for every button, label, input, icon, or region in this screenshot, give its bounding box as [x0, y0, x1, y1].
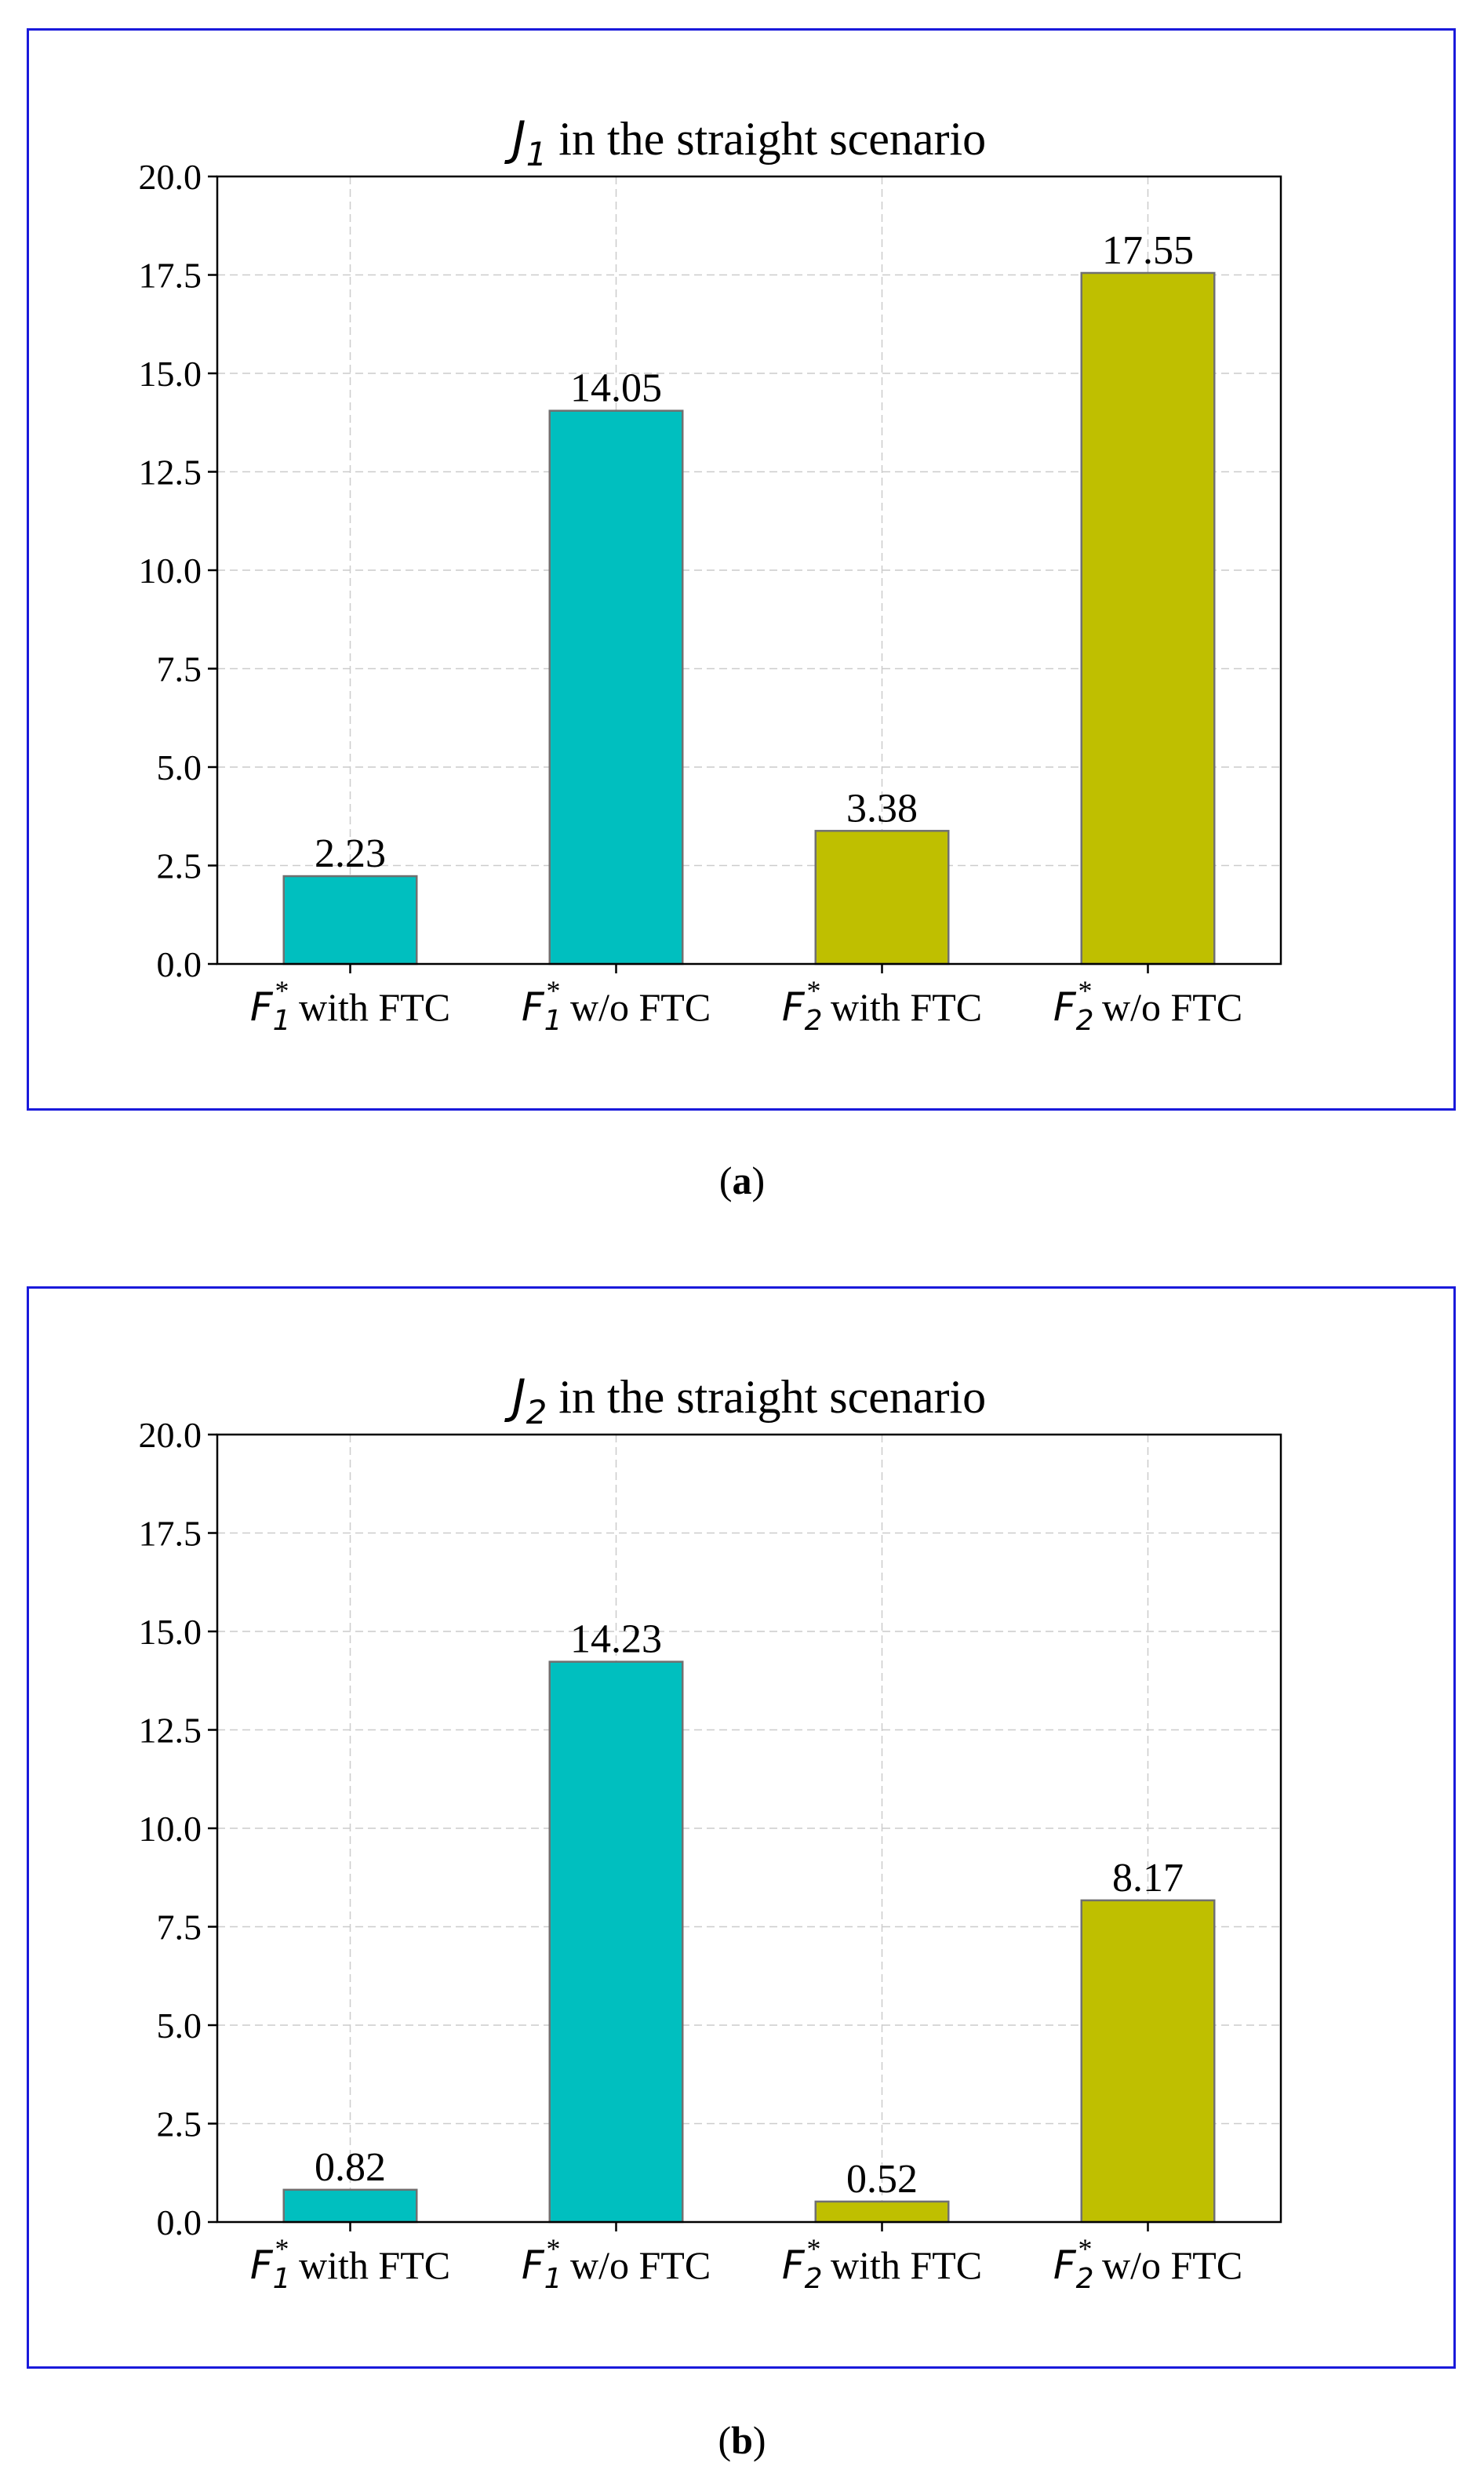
x-label-subscript: 1 [273, 2263, 291, 2295]
caption-a-close: ) [751, 1158, 766, 1202]
x-tick-label-2: F1* w/o FTC [522, 975, 711, 1037]
value-label-1: 2.23 [315, 831, 386, 876]
y-tick-label: 0.0 [157, 944, 202, 984]
x-label-subscript: 1 [273, 1005, 291, 1037]
x-label-symbol: F [782, 984, 806, 1030]
x-label-text: with FTC [821, 985, 983, 1029]
value-label-2: 14.23 [570, 1617, 662, 1662]
x-label-text: with FTC [821, 2243, 983, 2287]
title-text: in the straight scenario [547, 113, 986, 165]
x-label-text: w/o FTC [560, 2243, 711, 2287]
y-tick-label: 5.0 [157, 2006, 202, 2046]
y-tick-label: 20.0 [139, 157, 202, 197]
y-tick-label: 10.0 [139, 551, 202, 591]
x-label-superscript: * [275, 2233, 289, 2264]
bar-3 [814, 2200, 950, 2224]
x-tick-label-3: F2* with FTC [782, 975, 982, 1037]
title-subscript: 2 [526, 1393, 547, 1431]
x-label-text: w/o FTC [1092, 2243, 1242, 2287]
title-symbol: J [504, 1369, 526, 1424]
title-subscript: 1 [526, 135, 547, 173]
caption-b-letter: b [731, 2418, 753, 2462]
value-label-4: 17.55 [1102, 228, 1194, 273]
bar-1 [282, 2188, 418, 2224]
x-label-symbol: F [522, 2242, 545, 2288]
chart-panel-a: J1 in the straight scenario 2.23 14.05 3.38… [27, 28, 1456, 1111]
x-label-text: with FTC [289, 985, 451, 1029]
value-label-4: 8.17 [1112, 1856, 1184, 1900]
y-tick-label: 15.0 [139, 1612, 202, 1652]
bar-3 [814, 830, 950, 966]
x-label-superscript: * [807, 2233, 821, 2264]
chart-title: J1 in the straight scenario [504, 111, 986, 173]
x-label-superscript: * [275, 975, 289, 1006]
x-tick-label-1: F1* with FTC [250, 2233, 450, 2295]
caption-a-open: ( [718, 1158, 733, 1202]
bar-chart-b: J2 in the straight scenario0.8214.230.52… [139, 1369, 1282, 2295]
bar-2 [548, 1660, 684, 2224]
value-label-1: 0.82 [315, 2145, 386, 2190]
y-tick-label: 2.5 [157, 846, 202, 886]
y-tick-label: 12.5 [139, 1711, 202, 1751]
caption-a-letter: a [732, 1158, 752, 1202]
caption-b-open: ( [718, 2418, 732, 2462]
y-tick-label: 7.5 [157, 649, 202, 689]
x-label-subscript: 2 [1076, 1005, 1094, 1037]
x-label-symbol: F [1053, 984, 1077, 1030]
y-tick-label: 17.5 [139, 1514, 202, 1554]
chart-panel-b: J2 in the straight scenario 0.82 14.23 0.52… [27, 1286, 1456, 2369]
x-label-subscript: 2 [805, 1005, 823, 1037]
x-tick-label-2: F1* w/o FTC [522, 2233, 711, 2295]
y-tick-label: 10.0 [139, 1809, 202, 1849]
x-label-subscript: 2 [1076, 2263, 1094, 2295]
x-label-symbol: F [522, 984, 545, 1030]
x-tick-label-3: F2* with FTC [782, 2233, 982, 2295]
title-symbol: J [504, 111, 526, 166]
bar-chart-a: J1 in the straight scenario2.2314.053.38… [139, 111, 1282, 1037]
x-label-symbol: F [250, 2242, 274, 2288]
caption-b: (b) [0, 2417, 1484, 2463]
x-label-subscript: 1 [544, 2263, 562, 2295]
chart-title: J2 in the straight scenario [504, 1369, 986, 1431]
x-label-symbol: F [1053, 2242, 1077, 2288]
x-label-text: w/o FTC [560, 985, 711, 1029]
x-label-superscript: * [807, 975, 821, 1006]
x-label-symbol: F [782, 2242, 806, 2288]
y-tick-label: 20.0 [139, 1415, 202, 1455]
title-text: in the straight scenario [547, 1371, 986, 1423]
bar-4 [1080, 271, 1216, 966]
x-label-superscript: * [1078, 2233, 1092, 2264]
x-label-superscript: * [1078, 975, 1092, 1006]
x-tick-label-4: F2* w/o FTC [1053, 975, 1242, 1037]
x-label-subscript: 1 [544, 1005, 562, 1037]
value-label-3: 0.52 [846, 2157, 918, 2202]
x-label-symbol: F [250, 984, 274, 1030]
x-label-superscript: * [546, 975, 560, 1006]
caption-b-close: ) [752, 2418, 766, 2462]
y-tick-label: 5.0 [157, 747, 202, 787]
x-label-subscript: 2 [805, 2263, 823, 2295]
y-tick-label: 17.5 [139, 256, 202, 296]
bar-2 [548, 409, 684, 966]
value-label-3: 3.38 [846, 786, 918, 831]
y-tick-label: 2.5 [157, 2104, 202, 2144]
x-tick-label-1: F1* with FTC [250, 975, 450, 1037]
caption-a: (a) [0, 1158, 1484, 1203]
x-label-text: with FTC [289, 2243, 451, 2287]
x-tick-label-4: F2* w/o FTC [1053, 2233, 1242, 2295]
y-tick-label: 12.5 [139, 453, 202, 493]
bar-4 [1080, 1899, 1216, 2224]
value-label-2: 14.05 [570, 366, 662, 411]
x-label-superscript: * [546, 2233, 560, 2264]
y-tick-label: 15.0 [139, 354, 202, 394]
bar-1 [282, 875, 418, 966]
y-tick-label: 0.0 [157, 2202, 202, 2242]
y-tick-label: 7.5 [157, 1908, 202, 1948]
x-label-text: w/o FTC [1092, 985, 1242, 1029]
